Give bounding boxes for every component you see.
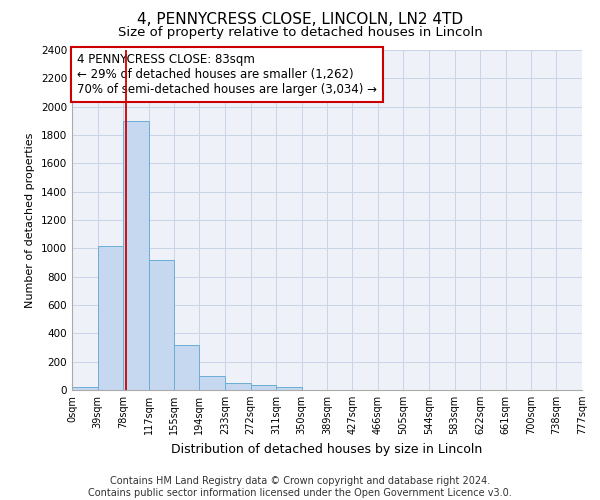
Bar [149, 260, 174, 390]
Text: Size of property relative to detached houses in Lincoln: Size of property relative to detached ho… [118, 26, 482, 39]
Text: 4, PENNYCRESS CLOSE, LINCOLN, LN2 4TD: 4, PENNYCRESS CLOSE, LINCOLN, LN2 4TD [137, 12, 463, 28]
X-axis label: Distribution of detached houses by size in Lincoln: Distribution of detached houses by size … [172, 442, 482, 456]
Bar [174, 344, 199, 390]
Bar [98, 246, 123, 390]
Bar [225, 383, 251, 390]
Bar [276, 387, 302, 390]
Text: Contains HM Land Registry data © Crown copyright and database right 2024.
Contai: Contains HM Land Registry data © Crown c… [88, 476, 512, 498]
Bar [199, 376, 225, 390]
Bar [72, 387, 98, 390]
Bar [123, 121, 149, 390]
Text: 4 PENNYCRESS CLOSE: 83sqm
← 29% of detached houses are smaller (1,262)
70% of se: 4 PENNYCRESS CLOSE: 83sqm ← 29% of detac… [77, 54, 377, 96]
Y-axis label: Number of detached properties: Number of detached properties [25, 132, 35, 308]
Bar [251, 385, 276, 390]
